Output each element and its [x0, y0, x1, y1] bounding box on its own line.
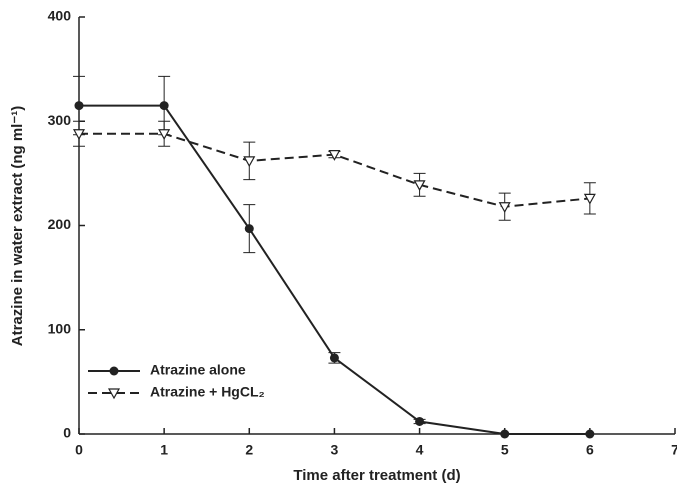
- y-axis-label: Atrazine in water extract (ng ml⁻¹): [9, 106, 26, 346]
- y-tick-label: 300: [48, 112, 72, 128]
- x-tick-label: 5: [501, 442, 509, 458]
- legend-marker: [109, 366, 119, 376]
- x-tick-label: 3: [331, 442, 339, 458]
- legend-label: Atrazine + HgCL₂: [150, 384, 265, 400]
- x-tick-label: 0: [75, 442, 83, 458]
- data-point: [328, 150, 341, 161]
- data-point: [243, 156, 256, 168]
- data-point: [415, 416, 425, 426]
- data-point: [585, 429, 595, 439]
- y-tick-label: 0: [63, 425, 71, 441]
- series-line: [79, 132, 590, 208]
- data-point: [159, 101, 169, 111]
- legend-label: Atrazine alone: [150, 362, 246, 378]
- y-tick-label: 100: [48, 320, 72, 336]
- data-point: [413, 180, 426, 192]
- x-tick-label: 7: [671, 442, 677, 458]
- x-tick-label: 2: [245, 442, 253, 458]
- data-point: [498, 202, 511, 213]
- data-point: [72, 129, 86, 140]
- x-tick-label: 4: [416, 442, 424, 458]
- data-point: [329, 353, 339, 363]
- data-point: [583, 193, 596, 205]
- data-point: [74, 101, 84, 111]
- x-tick-label: 1: [160, 442, 168, 458]
- x-tick-label: 6: [586, 442, 594, 458]
- y-tick-label: 200: [48, 216, 72, 232]
- data-point: [500, 429, 510, 439]
- legend-marker: [107, 388, 121, 400]
- x-axis-label: Time after treatment (d): [293, 467, 460, 484]
- data-point: [158, 129, 171, 140]
- y-tick-label: 400: [48, 8, 72, 24]
- data-point: [244, 224, 254, 234]
